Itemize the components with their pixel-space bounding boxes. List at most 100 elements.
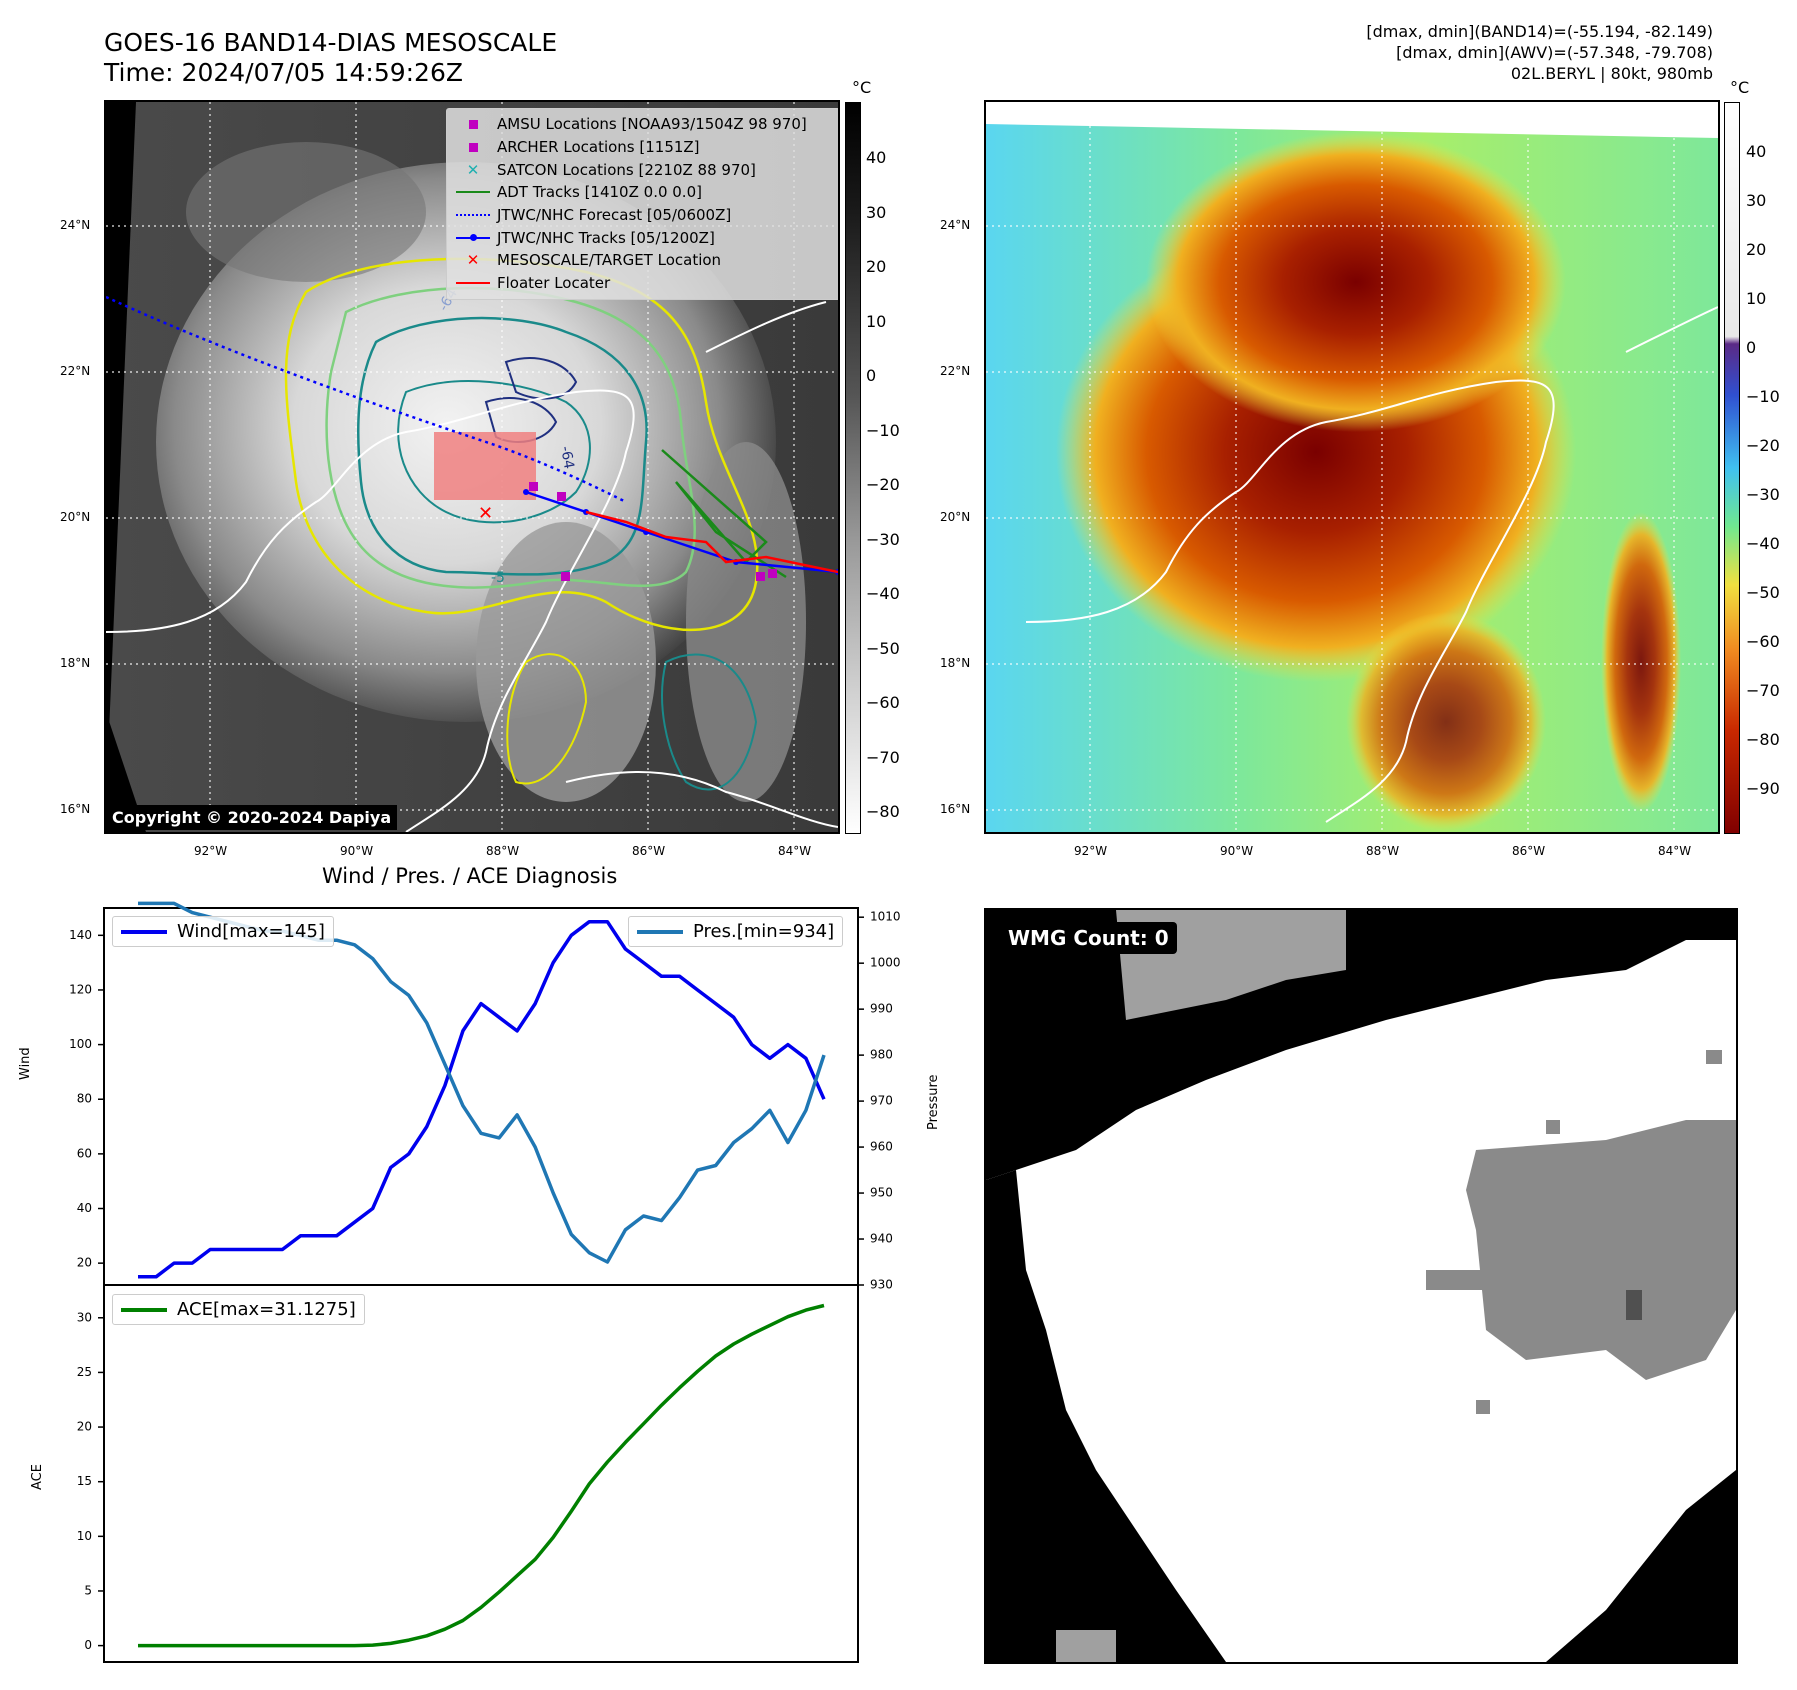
lat-tick-label: 24°N xyxy=(60,218,91,232)
wind-legend-label: Wind[max=145] xyxy=(177,921,325,942)
wv-colorbar-tick: −20 xyxy=(1746,436,1780,455)
lon-tick-label: 84°W xyxy=(1658,844,1692,858)
ir-colorbar-tick: 0 xyxy=(866,366,877,385)
line-dot-icon xyxy=(455,234,491,242)
ir-colorbar-tick: −70 xyxy=(866,747,900,767)
pres-tick-label: 1010 xyxy=(870,910,901,924)
ir-colorbar-tick: −40 xyxy=(866,584,900,603)
pres-tick-label: 960 xyxy=(870,1140,893,1154)
legend-item: AMSU Locations [NOAA93/1504Z 98 970] xyxy=(455,113,831,136)
legend-item: Floater Locater xyxy=(455,272,831,295)
wind-line-icon xyxy=(121,929,167,934)
lat-tick-label: 22°N xyxy=(60,364,91,378)
wind-tick-label: 140 xyxy=(69,928,92,942)
ir-colorbar-tick: −80 xyxy=(866,802,900,821)
ace-tick-label: 10 xyxy=(77,1529,92,1543)
legend-item: ✕ MESOSCALE/TARGET Location xyxy=(455,249,831,272)
x-marker-icon: ✕ xyxy=(466,160,480,179)
wv-colorbar-tick: −40 xyxy=(1746,534,1780,553)
pres-tick-label: 970 xyxy=(870,1094,893,1108)
wv-colorbar-tick: −60 xyxy=(1746,632,1780,651)
lon-tick-label: 86°W xyxy=(1512,844,1546,858)
ace-tick-label: 20 xyxy=(77,1420,92,1434)
pres-series-line xyxy=(138,901,826,1264)
wind-tick-label: 80 xyxy=(77,1092,92,1106)
lat-tick-label: 16°N xyxy=(940,802,971,816)
legend-label: JTWC/NHC Forecast [05/0600Z] xyxy=(497,206,732,225)
wind-axis-label: Wind xyxy=(18,1047,33,1080)
diagnosis-title: Wind / Pres. / ACE Diagnosis xyxy=(322,864,618,888)
info-storm: 02L.BERYL | 80kt, 980mb xyxy=(1510,64,1713,83)
legend-item: ✕ SATCON Locations [2210Z 88 970] xyxy=(455,158,831,181)
x-marker-icon: ✕ xyxy=(466,251,480,270)
wv-colorbar xyxy=(1724,102,1740,834)
lat-tick-label: 20°N xyxy=(60,510,91,524)
wmg-count-label: WMG Count: 0 xyxy=(1000,922,1177,954)
wv-colorbar-tick: −70 xyxy=(1746,681,1780,700)
wv-map-image xyxy=(986,102,1718,832)
lon-tick-label: 92°W xyxy=(1074,844,1108,858)
ace-tick-label: 15 xyxy=(77,1474,92,1488)
wv-colorbar-tick: 30 xyxy=(1746,191,1767,210)
legend-item: ADT Tracks [1410Z 0.0 0.0] xyxy=(455,181,831,204)
square-marker-icon xyxy=(455,142,491,152)
square-marker-icon xyxy=(455,119,491,129)
ir-colorbar-tick: 30 xyxy=(866,202,887,222)
wind-series-line xyxy=(138,919,826,1279)
ace-series-line xyxy=(138,1303,825,1648)
copyright-label: Copyright © 2020-2024 Dapiya xyxy=(106,805,398,830)
ir-colorbar-tick: −10 xyxy=(866,420,900,440)
pres-legend: Pres.[min=934] xyxy=(628,916,844,947)
ir-legend: AMSU Locations [NOAA93/1504Z 98 970] ARC… xyxy=(446,108,838,300)
ace-legend: ACE[max=31.1275] xyxy=(112,1294,365,1325)
wv-colorbar-tick: 0 xyxy=(1746,338,1757,357)
ir-colorbar-tick: 10 xyxy=(866,311,887,331)
lat-tick-label: 24°N xyxy=(940,218,971,232)
wind-tick-label: 120 xyxy=(69,982,92,996)
pres-line-icon xyxy=(637,929,683,934)
lat-tick-label: 18°N xyxy=(940,656,971,670)
wv-colorbar-tick: 10 xyxy=(1746,289,1767,308)
contour-label: -5 xyxy=(491,570,505,586)
lon-tick-label: 84°W xyxy=(778,844,812,858)
lon-tick-label: 90°W xyxy=(340,844,374,858)
pres-tick-label: 1000 xyxy=(870,956,901,970)
wv-colorbar-tick: −10 xyxy=(1746,387,1780,406)
info-band14: [dmax, dmin](BAND14)=(-55.194, -82.149) xyxy=(1366,22,1713,41)
ace-axis-label: ACE xyxy=(30,1464,45,1490)
ir-colorbar-tick: 40 xyxy=(866,148,887,167)
lon-tick-label: 88°W xyxy=(1366,844,1400,858)
wv-colorbar-tick: 40 xyxy=(1746,142,1767,161)
pressure-axis-label: Pressure xyxy=(926,1074,941,1130)
wmg-panel: WMG Count: 0 xyxy=(984,908,1738,1664)
legend-label: SATCON Locations [2210Z 88 970] xyxy=(497,160,756,179)
ir-colorbar-unit: °C xyxy=(852,78,872,97)
ir-colorbar xyxy=(845,102,861,834)
ace-tick-label: 25 xyxy=(77,1365,92,1379)
figure-title: GOES-16 BAND14-DIAS MESOSCALE xyxy=(104,28,558,57)
pres-tick-label: 940 xyxy=(870,1232,893,1246)
wv-colorbar-tick: −90 xyxy=(1746,779,1780,798)
ace-tick-label: 5 xyxy=(84,1583,92,1597)
lon-tick-label: 92°W xyxy=(194,844,228,858)
figure-time: Time: 2024/07/05 14:59:26Z xyxy=(104,58,463,87)
legend-label: MESOSCALE/TARGET Location xyxy=(497,251,722,270)
wv-colorbar-tick: 20 xyxy=(1746,240,1767,259)
lon-tick-label: 90°W xyxy=(1220,844,1254,858)
ir-colorbar-tick: −60 xyxy=(866,693,900,712)
dotted-line-icon xyxy=(455,214,491,217)
legend-label: JTWC/NHC Tracks [05/1200Z] xyxy=(497,228,715,247)
wv-colorbar-tick: −30 xyxy=(1746,485,1780,504)
wind-tick-label: 40 xyxy=(77,1201,92,1215)
wind-tick-label: 60 xyxy=(77,1146,92,1160)
wv-map-panel xyxy=(984,100,1720,834)
wind-pres-axes-frame xyxy=(103,907,859,1286)
legend-label: AMSU Locations [NOAA93/1504Z 98 970] xyxy=(497,115,807,134)
info-awv: [dmax, dmin](AWV)=(-57.348, -79.708) xyxy=(1396,43,1713,62)
legend-item: JTWC/NHC Tracks [05/1200Z] xyxy=(455,226,831,249)
wv-colorbar-tick: −80 xyxy=(1746,730,1780,749)
legend-item: JTWC/NHC Forecast [05/0600Z] xyxy=(455,204,831,227)
lon-tick-label: 88°W xyxy=(486,844,520,858)
ace-line-icon xyxy=(121,1307,167,1312)
legend-label: ARCHER Locations [1151Z] xyxy=(497,138,700,157)
